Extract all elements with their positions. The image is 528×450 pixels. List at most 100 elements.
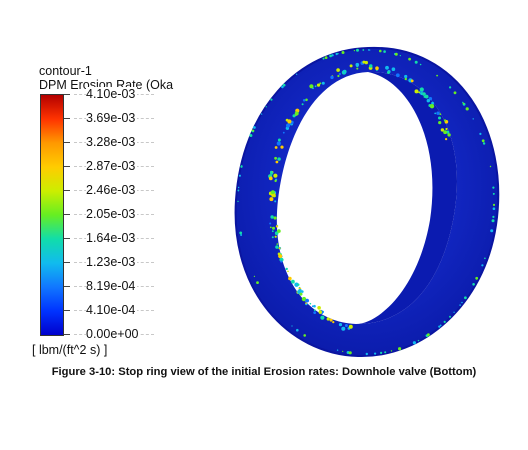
erosion-speckle	[464, 296, 467, 300]
erosion-speckle	[362, 49, 365, 51]
erosion-speckle	[271, 230, 274, 233]
tick-label: 3.69e-03	[86, 111, 138, 126]
erosion-speckle	[296, 328, 299, 332]
erosion-speckle	[419, 63, 422, 66]
erosion-speckle	[291, 325, 293, 327]
erosion-speckle	[305, 302, 307, 304]
tick-mark	[64, 238, 70, 239]
erosion-speckle	[275, 245, 279, 249]
erosion-speckle	[287, 270, 289, 273]
ring-hole	[276, 71, 458, 325]
erosion-speckle	[369, 64, 373, 68]
erosion-speckle	[383, 50, 386, 53]
erosion-speckle	[274, 200, 277, 203]
erosion-speckle	[353, 50, 355, 52]
legend-subtitle: DPM Erosion Rate (Oka	[39, 78, 174, 92]
erosion-speckle	[414, 89, 419, 94]
erosion-speckle	[309, 302, 312, 305]
erosion-speckle	[237, 190, 239, 192]
erosion-speckle	[335, 52, 338, 56]
erosion-speckle	[238, 174, 241, 177]
erosion-speckle	[297, 283, 300, 286]
erosion-speckle	[431, 101, 434, 105]
erosion-speckle	[329, 54, 332, 58]
erosion-speckle	[427, 333, 430, 337]
erosion-speckle	[294, 111, 299, 116]
erosion-speckle	[270, 98, 273, 101]
tick-label: 4.10e-03	[86, 87, 138, 102]
erosion-speckle	[394, 52, 398, 56]
units-label: [ lbm/(ft^2 s) ]	[32, 343, 108, 357]
erosion-speckle	[282, 83, 286, 87]
erosion-speckle	[420, 92, 423, 96]
erosion-speckle	[384, 351, 387, 354]
erosion-speckle	[443, 119, 447, 122]
erosion-speckle	[342, 350, 344, 352]
erosion-speckle	[294, 282, 299, 287]
erosion-speckle	[491, 219, 495, 223]
erosion-speckle	[419, 87, 424, 92]
erosion-speckle	[424, 94, 429, 99]
erosion-speckle	[436, 111, 440, 115]
erosion-speckle	[337, 53, 339, 55]
erosion-speckle	[447, 133, 451, 137]
erosion-speckle	[479, 132, 482, 135]
erosion-speckle	[446, 130, 450, 134]
erosion-speckle	[439, 324, 442, 327]
erosion-speckle	[410, 79, 414, 83]
erosion-speckle	[422, 92, 426, 96]
erosion-speckle	[348, 324, 353, 329]
erosion-speckle	[347, 351, 349, 354]
erosion-speckle	[390, 350, 393, 352]
erosion-speckle	[322, 57, 325, 60]
erosion-speckle	[314, 85, 317, 88]
erosion-speckle	[404, 74, 408, 79]
erosion-speckle	[481, 139, 485, 143]
erosion-speckle	[273, 173, 278, 178]
erosion-speckle	[374, 352, 377, 355]
erosion-speckle	[344, 70, 347, 73]
erosion-speckle	[272, 226, 275, 230]
tick-label: 1.23e-03	[86, 255, 138, 270]
erosion-speckle	[320, 315, 325, 320]
erosion-speckle	[326, 317, 330, 321]
erosion-speckle	[313, 311, 317, 314]
erosion-speckle	[281, 85, 284, 89]
erosion-speckle	[475, 276, 479, 280]
erosion-speckle	[484, 257, 486, 260]
erosion-speckle	[276, 243, 279, 245]
erosion-speckle	[482, 142, 486, 145]
erosion-speckle	[462, 102, 465, 105]
erosion-speckle	[443, 130, 447, 135]
erosion-speckle	[276, 141, 281, 146]
erosion-speckle	[291, 279, 295, 284]
erosion-speckle	[492, 215, 495, 218]
erosion-speckle	[270, 190, 275, 195]
erosion-speckles	[237, 48, 496, 356]
erosion-speckle	[349, 64, 353, 68]
erosion-speckle	[465, 107, 469, 111]
erosion-speckle	[313, 309, 316, 312]
tick-label: 3.28e-03	[86, 135, 138, 150]
erosion-speckle	[380, 351, 383, 354]
erosion-speckle	[355, 62, 360, 67]
tick-mark	[64, 286, 70, 288]
erosion-speckle	[265, 106, 267, 108]
erosion-speckle	[398, 347, 402, 351]
erosion-speckle	[449, 86, 452, 89]
erosion-speckle	[318, 310, 322, 314]
erosion-speckle	[490, 229, 494, 233]
erosion-speckle	[305, 298, 309, 303]
tick-label: 2.46e-03	[86, 183, 138, 198]
erosion-speckle	[387, 71, 390, 74]
erosion-speckle	[331, 54, 334, 57]
erosion-speckle	[275, 160, 279, 164]
erosion-speckle	[269, 222, 272, 225]
erosion-speckle	[336, 68, 340, 72]
erosion-speckle	[240, 234, 243, 236]
erosion-speckle	[274, 235, 277, 238]
erosion-speckle	[395, 73, 400, 78]
erosion-speckle	[472, 118, 474, 120]
erosion-speckle	[418, 91, 420, 94]
erosion-speckle	[438, 116, 441, 120]
